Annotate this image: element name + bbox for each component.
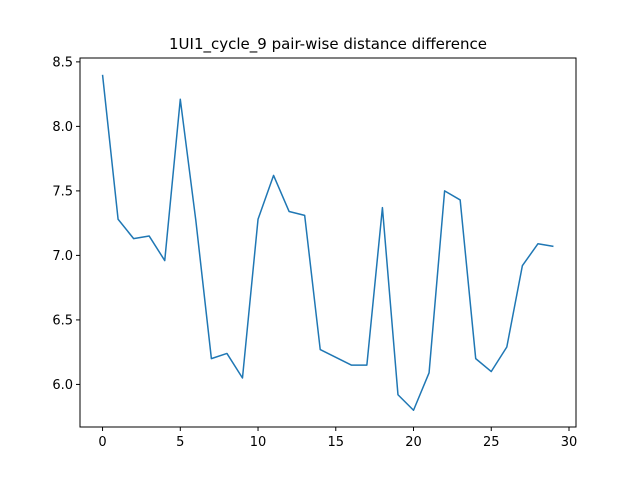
plot-frame xyxy=(79,57,577,428)
y-axis: 6.0 6.5 7.0 7.5 8.0 8.5 xyxy=(52,55,80,393)
x-tick-label: 0 xyxy=(98,435,106,450)
plot-area: 0 5 10 15 20 25 30 6.0 6.5 7.0 7.5 8.0 8.5 xyxy=(52,55,577,450)
y-tick-label: 8.5 xyxy=(52,55,73,70)
y-tick-label: 6.0 xyxy=(52,378,73,393)
x-axis: 0 5 10 15 20 25 30 xyxy=(98,427,577,450)
x-tick-label: 15 xyxy=(328,435,345,450)
x-tick-label: 25 xyxy=(483,435,500,450)
y-tick-label: 7.5 xyxy=(52,184,73,199)
x-tick-label: 10 xyxy=(250,435,267,450)
x-tick-label: 5 xyxy=(176,435,184,450)
chart-title: 1UI1_cycle_9 pair-wise distance differen… xyxy=(169,35,487,54)
x-tick-label: 30 xyxy=(561,435,578,450)
y-tick-label: 6.5 xyxy=(52,313,73,328)
y-tick-label: 8.0 xyxy=(52,120,73,135)
series-line xyxy=(101,74,554,411)
x-tick-label: 20 xyxy=(405,435,422,450)
y-tick-label: 7.0 xyxy=(52,249,73,264)
